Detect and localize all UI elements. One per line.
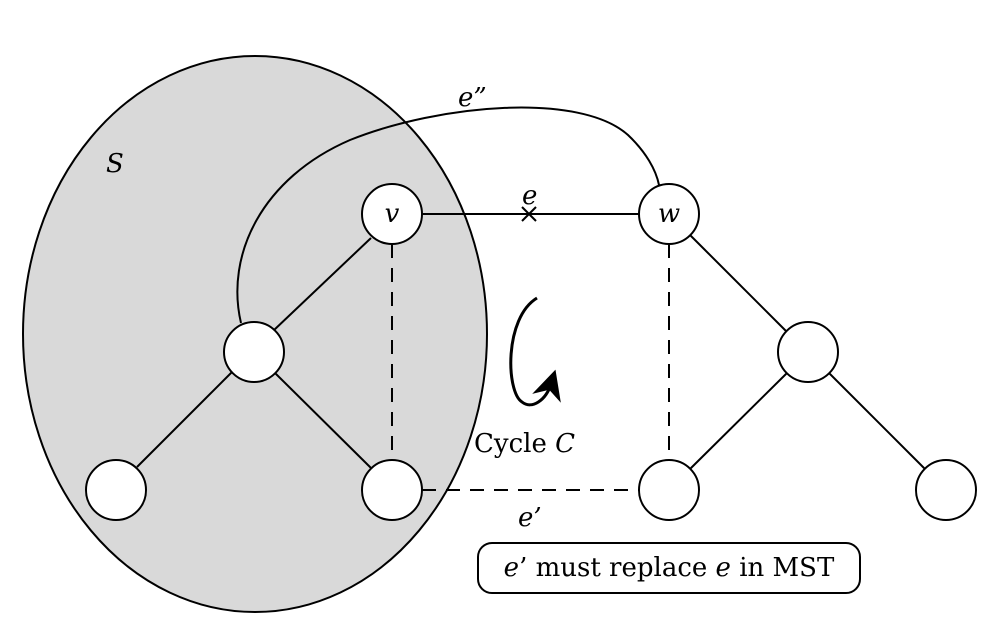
edge-e-double-prime-label: e”	[458, 83, 487, 113]
node-right-bottom-right	[916, 460, 976, 520]
set-s-label: S	[106, 149, 124, 179]
node-right-middle	[778, 322, 838, 382]
node-w: w	[639, 184, 699, 244]
node-right-bottom-left	[639, 460, 699, 520]
cycle-label: Cycle C	[474, 429, 575, 459]
edge-right-middle-bottom-right	[829, 373, 925, 469]
node-left-bottom-right	[362, 460, 422, 520]
node-left-middle	[224, 322, 284, 382]
mst-note-text: e’ must replace e in MST	[504, 553, 835, 583]
edge-w-right-middle	[690, 235, 786, 331]
edge-right-middle-bottom-left	[690, 373, 787, 469]
node-v: v	[362, 184, 422, 244]
node-w-label: w	[658, 199, 680, 229]
edge-e-prime-label: e’	[518, 503, 542, 533]
cycle-arrow	[511, 298, 551, 405]
node-v-label: v	[385, 199, 400, 229]
edge-e-label: e	[522, 181, 537, 211]
node-left-bottom-left	[86, 460, 146, 520]
mst-note-box: e’ must replace e in MST	[478, 543, 860, 593]
